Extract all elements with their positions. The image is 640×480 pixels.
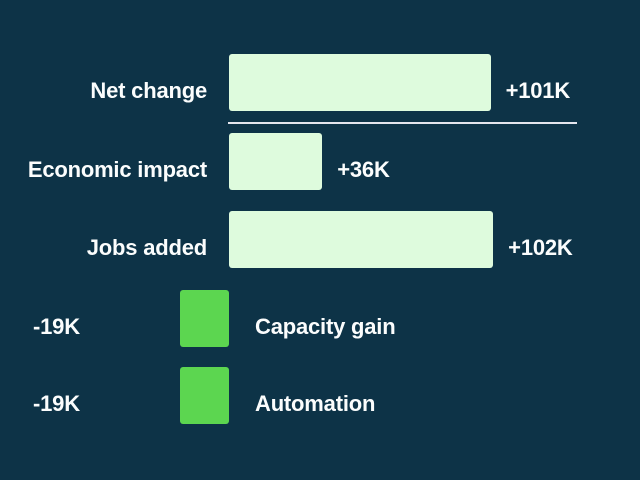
category-label-net-change: Net change [90, 77, 207, 103]
bar-capacity-gain [179, 290, 229, 347]
category-label-capacity-gain: Capacity gain [255, 313, 396, 339]
category-label-jobs-added: Jobs added [86, 234, 207, 260]
bar-jobs-added [229, 211, 494, 268]
value-label-net-change: +101K [505, 77, 571, 103]
category-label-automation: Automation [255, 390, 376, 416]
value-label-jobs-added: +102K [508, 234, 573, 260]
total-separator-line [228, 122, 577, 124]
value-label-economic-impact: +36K [337, 156, 390, 182]
category-label-economic-impact: Economic impact [27, 156, 207, 182]
bar-automation [179, 367, 229, 424]
value-label-automation: -19K [33, 390, 80, 416]
value-label-capacity-gain: -19K [33, 313, 80, 339]
bar-net-change [229, 54, 491, 111]
bar-economic-impact [229, 133, 323, 190]
